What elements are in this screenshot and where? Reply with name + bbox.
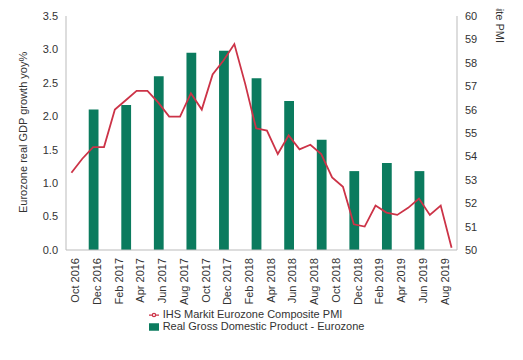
svg-text:IHS Markit Eurozone Composite: IHS Markit Eurozone Composite PMI: [494, 8, 506, 43]
svg-text:Aug 2018: Aug 2018: [308, 258, 320, 305]
svg-text:2.5: 2.5: [43, 77, 58, 89]
html-text:Real Gross Domestic Product -: Real Gross Domestic Product - Eurozone: [162, 320, 365, 333]
svg-text:Aug 2019: Aug 2019: [439, 258, 451, 305]
svg-text:Jun 2018: Jun 2018: [286, 258, 298, 303]
svg-text:Feb 2019: Feb 2019: [373, 258, 385, 304]
svg-text:Feb 2017: Feb 2017: [113, 258, 125, 304]
svg-text:0.5: 0.5: [43, 210, 58, 222]
svg-text:52: 52: [465, 197, 477, 209]
svg-text:56: 56: [465, 104, 477, 116]
svg-text:1.5: 1.5: [43, 144, 58, 156]
svg-text:51: 51: [465, 221, 477, 233]
svg-text:Feb 2018: Feb 2018: [243, 258, 255, 304]
svg-text:Oct 2016: Oct 2016: [69, 258, 81, 303]
svg-text:Apr 2019: Apr 2019: [395, 258, 407, 303]
svg-text:55: 55: [465, 127, 477, 139]
svg-text:Jun 2019: Jun 2019: [417, 258, 429, 303]
svg-text:Aug 2017: Aug 2017: [178, 258, 190, 305]
svg-text:Apr 2017: Apr 2017: [134, 258, 146, 303]
svg-text:Eurozone real GDP growth yoy%: Eurozone real GDP growth yoy%: [17, 52, 29, 213]
svg-text:58: 58: [465, 57, 477, 69]
svg-text:Dec 2017: Dec 2017: [221, 258, 233, 305]
svg-text:Oct 2018: Oct 2018: [330, 258, 342, 303]
svg-text:Dec 2016: Dec 2016: [91, 258, 103, 305]
svg-text:54: 54: [465, 150, 477, 162]
svg-text:50: 50: [465, 244, 477, 256]
svg-text:Jun 2017: Jun 2017: [156, 258, 168, 303]
svg-text:Apr 2018: Apr 2018: [265, 258, 277, 303]
svg-text:59: 59: [465, 33, 477, 45]
svg-text:1.0: 1.0: [43, 177, 58, 189]
svg-text:3.5: 3.5: [43, 10, 58, 22]
svg-text:Oct 2017: Oct 2017: [200, 258, 212, 303]
svg-text:2.0: 2.0: [43, 110, 58, 122]
svg-text:60: 60: [465, 10, 477, 22]
svg-text:Dec 2018: Dec 2018: [352, 258, 364, 305]
svg-text:53: 53: [465, 174, 477, 186]
svg-text:0.0: 0.0: [43, 244, 58, 256]
html-text:IHS Markit Eurozone Composite: IHS Markit Eurozone Composite PMI: [162, 308, 343, 320]
svg-text:57: 57: [465, 80, 477, 92]
svg-text:3.0: 3.0: [43, 43, 58, 55]
